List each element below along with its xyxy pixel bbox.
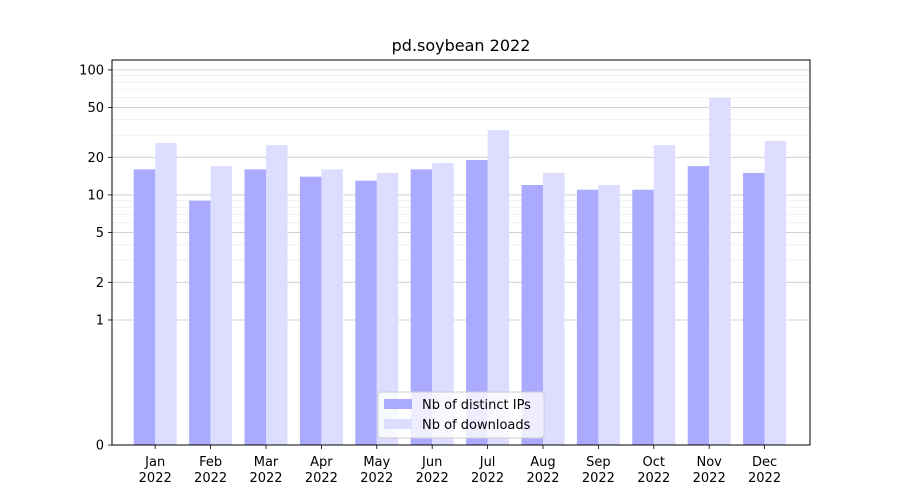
- x-tick-label: Sep 2022: [582, 455, 615, 486]
- x-tick-label: Oct 2022: [637, 455, 670, 486]
- bar-downloads: [210, 166, 233, 445]
- y-tick-label: 0: [96, 439, 104, 454]
- x-tick-label: Jul 2022: [471, 455, 504, 486]
- legend-box: [377, 391, 545, 439]
- x-axis: Jan 2022 Feb 2022 Mar 2022 Apr 2022 May 2022 Jun 20…: [139, 445, 781, 486]
- bar-distinct-ips: [687, 166, 710, 445]
- bar-distinct-ips: [743, 172, 765, 445]
- bar-distinct-ips: [521, 185, 543, 445]
- x-tick-label: Nov 2022: [693, 455, 726, 486]
- y-axis: 0 1 2 5 10 20 50 100: [79, 63, 112, 454]
- bar-distinct-ips: [244, 169, 267, 445]
- chart-title: pd.soybean 2022: [392, 36, 531, 55]
- y-tick-label: 50: [87, 101, 104, 116]
- bar-distinct-ips: [410, 169, 433, 445]
- bar-distinct-ips: [632, 189, 654, 445]
- bar-downloads: [266, 145, 288, 445]
- plot-area: [111, 59, 811, 446]
- legend-swatch: [384, 419, 412, 429]
- y-tick-label: 5: [96, 226, 104, 241]
- legend-label: Nb of distinct IPs: [422, 398, 531, 413]
- bar-downloads: [155, 143, 177, 445]
- bar-distinct-ips: [355, 180, 377, 445]
- x-tick-label: Mar 2022: [249, 455, 282, 486]
- bar-distinct-ips: [299, 176, 322, 445]
- legend-swatch: [384, 399, 412, 409]
- bar-downloads: [321, 169, 343, 445]
- bar-distinct-ips: [189, 200, 211, 445]
- y-tick-label: 20: [87, 151, 104, 166]
- bar-downloads: [376, 172, 399, 445]
- y-tick-label: 1: [96, 313, 104, 328]
- bar-downloads: [709, 97, 731, 445]
- x-tick-label: Aug 2022: [526, 455, 559, 486]
- bar-downloads: [764, 140, 787, 445]
- bar-distinct-ips: [466, 160, 488, 445]
- x-tick-label: Apr 2022: [305, 455, 338, 486]
- y-tick-label: 2: [96, 276, 104, 291]
- x-tick-label: Jan 2022: [139, 455, 172, 486]
- y-tick-label: 100: [79, 63, 104, 78]
- legend-label: Nb of downloads: [422, 418, 531, 433]
- bar-downloads: [653, 145, 676, 445]
- x-tick-label: Feb 2022: [194, 455, 227, 486]
- bar-downloads: [487, 130, 510, 445]
- bar-distinct-ips: [133, 169, 156, 445]
- bar-downloads: [432, 163, 454, 445]
- bars: [133, 97, 787, 445]
- legend: Nb of distinct IPs Nb of downloads: [377, 391, 545, 439]
- x-tick-label: Jun 2022: [416, 455, 449, 486]
- x-tick-label: May 2022: [360, 455, 393, 486]
- y-tick-label: 10: [87, 188, 104, 203]
- x-tick-label: Dec 2022: [748, 455, 781, 486]
- bar-downloads: [598, 185, 620, 445]
- bar-downloads: [542, 172, 565, 445]
- bar-distinct-ips: [576, 189, 599, 445]
